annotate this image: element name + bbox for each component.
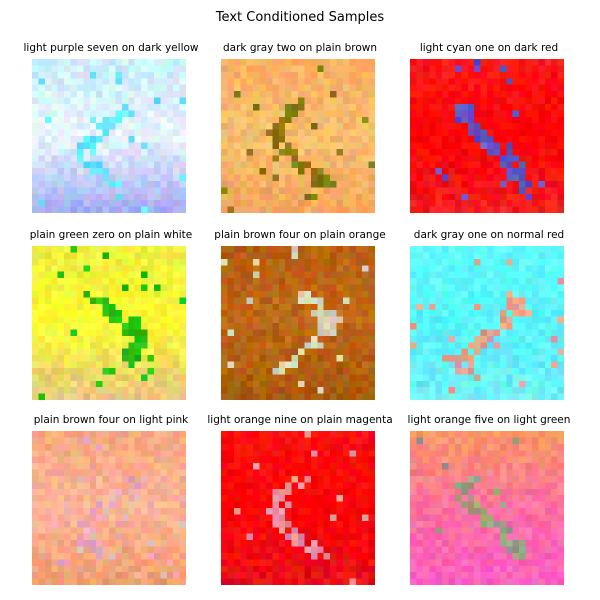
sample-caption: plain brown four on plain orange [214, 229, 386, 241]
sample-image [32, 431, 186, 585]
figure-title: Text Conditioned Samples [215, 10, 385, 25]
sample-image [410, 246, 564, 400]
sample-image [221, 431, 375, 585]
sample-caption: plain green zero on plain white [29, 229, 193, 241]
sample-caption: light cyan one on dark red [419, 42, 559, 54]
sample-image [221, 59, 375, 213]
sample-caption: light purple seven on dark yellow [23, 42, 199, 54]
sample-caption: plain brown four on light pink [33, 414, 189, 426]
sample-caption: dark gray two on plain brown [222, 42, 378, 54]
sample-image [221, 246, 375, 400]
sample-caption: light orange five on light green [407, 414, 571, 426]
sample-caption: dark gray one on normal red [413, 229, 565, 241]
sample-image [410, 431, 564, 585]
sample-image [32, 59, 186, 213]
sample-image [410, 59, 564, 213]
sample-image [32, 246, 186, 400]
sample-caption: light orange nine on plain magenta [207, 414, 393, 426]
